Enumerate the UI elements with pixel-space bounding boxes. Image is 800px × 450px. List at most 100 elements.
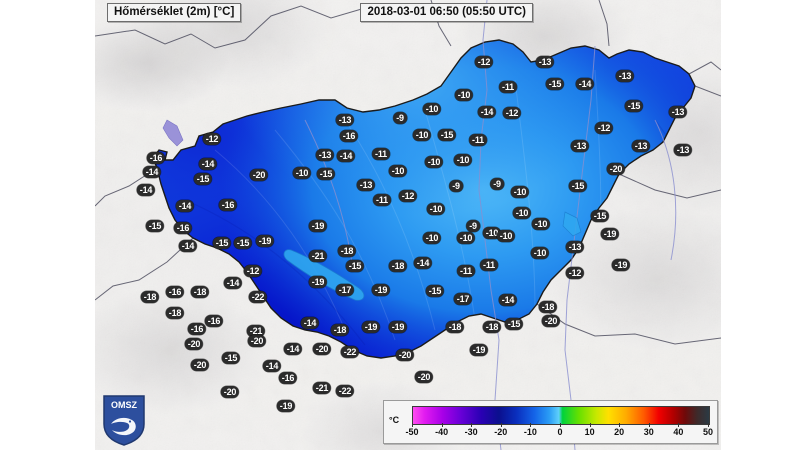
temperature-label: -10 [388, 165, 408, 177]
temperature-label: -12 [202, 133, 222, 145]
temperature-label: -22 [248, 291, 268, 303]
map-canvas[interactable]: -12 -13 -14 -13 -10 -15 -10 -14 -12 -11 -15 -13 -12-… [95, 0, 721, 450]
legend-tick-label: -40 [435, 427, 449, 437]
temperature-label: -20 [312, 343, 332, 355]
temperature-label: -15 [316, 168, 336, 180]
legend-tick-label: 30 [643, 427, 654, 437]
legend-tick-label: 50 [702, 427, 714, 437]
temperature-label: -10 [512, 207, 532, 219]
temperature-label: -10 [426, 203, 446, 215]
temperature-label: -19 [308, 276, 328, 288]
temperature-label: -16 [165, 286, 185, 298]
legend-tick-label: 20 [614, 427, 625, 437]
timestamp-box: 2018-03-01 06:50 (05:50 UTC) [360, 3, 533, 22]
legend-tick-label: 10 [584, 427, 595, 437]
temperature-label: -13 [315, 149, 335, 161]
temperature-label: -18 [538, 301, 558, 313]
temperature-label: -18 [445, 321, 465, 333]
legend-tick [560, 423, 561, 427]
temperature-label: -16 [204, 315, 224, 327]
temperature-label: -20 [184, 338, 204, 350]
legend-tick [708, 423, 709, 427]
temperature-label: -20 [190, 359, 210, 371]
temperature-label: -10 [510, 186, 530, 198]
temperature-label: -20 [606, 163, 626, 175]
temperature-label: -21 [308, 250, 328, 262]
color-scale-legend: °C -50 -40 -30 -20 -10 0 10 20 30 40 50 [383, 400, 718, 444]
temperature-label: -20 [220, 386, 240, 398]
temperature-label: -13 [631, 140, 651, 152]
temperature-label: -10 [496, 230, 516, 242]
temperature-label: -15 [221, 352, 241, 364]
temperature-label: -14 [575, 78, 595, 90]
page-title: Hőmérséklet (2m) [°C] [114, 6, 235, 18]
legend-tick-marks [412, 423, 709, 428]
temperature-label: -19 [388, 321, 408, 333]
temperature-label: -12 [243, 265, 263, 277]
temperature-label: -9 [466, 220, 480, 232]
temperature-label: -14 [413, 257, 433, 269]
legend-tick [530, 423, 532, 427]
temperature-label: -15 [233, 237, 253, 249]
temperature-label: -10 [454, 89, 474, 101]
temperature-label: -15 [624, 100, 644, 112]
temperature-label: -14 [477, 106, 497, 118]
temperature-label: -20 [395, 349, 415, 361]
legend-tick-label: 40 [673, 427, 684, 437]
temperature-label: -13 [570, 140, 590, 152]
temperature-label: -20 [414, 371, 434, 383]
temperature-label: -20 [541, 315, 561, 327]
temperature-label: -21 [312, 382, 332, 394]
temperature-label: -19 [611, 259, 631, 271]
temperature-label: -15 [590, 210, 610, 222]
temperature-label: -12 [474, 56, 494, 68]
temperature-label: -14 [198, 158, 218, 170]
temperature-label: -18 [140, 291, 160, 303]
temperature-label: -13 [615, 70, 635, 82]
temperature-label: -15 [504, 318, 524, 330]
temperature-label: -10 [412, 129, 432, 141]
temperature-label: -9 [490, 178, 504, 190]
legend-tick-label: -30 [464, 427, 478, 437]
temperature-label: -14 [283, 343, 303, 355]
temperature-label: -9 [393, 112, 407, 124]
temperature-label: -14 [262, 360, 282, 372]
temperature-label: -13 [565, 241, 585, 253]
legend-tick [648, 423, 650, 427]
color-gradient-bar [412, 406, 710, 425]
temperature-label: -10 [292, 167, 312, 179]
temperature-label: -14 [175, 200, 195, 212]
legend-tick-label: -10 [523, 427, 537, 437]
temperature-label: -10 [422, 232, 442, 244]
temperature-label: -19 [276, 400, 296, 412]
legend-tick [412, 423, 413, 427]
temperature-label: -16 [187, 323, 207, 335]
legend-tick [619, 423, 621, 427]
legend-tick [678, 423, 680, 427]
temperature-label: -13 [356, 179, 376, 191]
temperature-label: -17 [453, 293, 473, 305]
temperature-label: -11 [373, 194, 391, 206]
map-title-box: Hőmérséklet (2m) [°C] [107, 3, 242, 22]
temperature-label: -10 [530, 247, 550, 259]
legend-tick-labels: -50 -40 -30 -20 -10 0 10 20 30 40 50 [405, 427, 713, 441]
temperature-label: -19 [469, 344, 489, 356]
legend-tick [471, 423, 473, 427]
temperature-label: -13 [673, 144, 693, 156]
temperature-label: -18 [337, 245, 357, 257]
hungary-temperature-field [95, 0, 721, 450]
omsz-logo[interactable]: OMSZ [101, 394, 147, 446]
temperature-label: -10 [453, 154, 473, 166]
temperature-label: -14 [498, 294, 518, 306]
temperature-label: -10 [531, 218, 551, 230]
temperature-label: -15 [545, 78, 565, 90]
temperature-label: -20 [247, 335, 267, 347]
legend-tick-label: -50 [405, 427, 419, 437]
temperature-label: -18 [190, 286, 210, 298]
temperature-label: -15 [212, 237, 232, 249]
temperature-label: -22 [335, 385, 355, 397]
temperature-label: -11 [469, 134, 487, 146]
temperature-label: -16 [173, 222, 193, 234]
temperature-label: -12 [398, 190, 418, 202]
temperature-label: -10 [422, 103, 442, 115]
